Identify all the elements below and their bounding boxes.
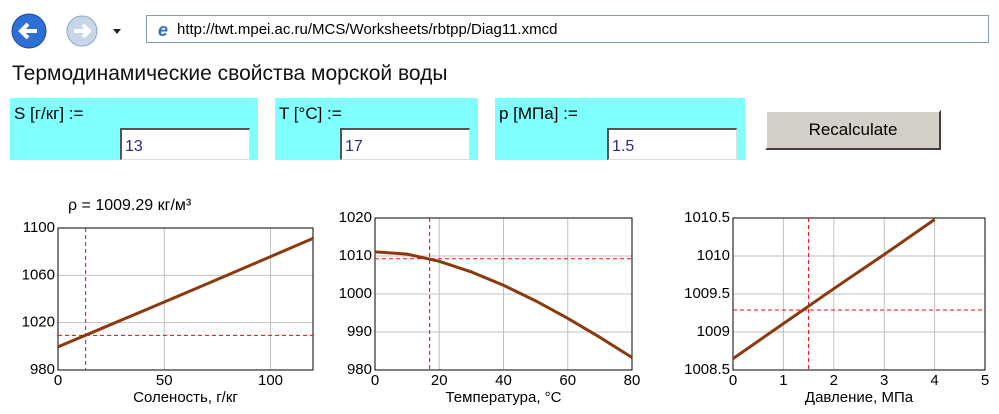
x-axis-label: Давление, МПа [805, 389, 914, 406]
input-cell: S [г/кг] := 13 [10, 98, 258, 160]
plot-frame [732, 217, 986, 371]
y-tick-label: 1009.5 [684, 285, 730, 302]
history-dropdown[interactable] [113, 29, 121, 34]
x-axis-label: Соленость, г/кг [133, 389, 238, 406]
plot-area [733, 218, 985, 370]
y-tick-label: 1010 [339, 247, 372, 264]
x-tick-label: 4 [930, 372, 938, 389]
ie-glyph: e [158, 20, 168, 40]
x-tick-label: 3 [880, 372, 888, 389]
x-tick-label: 1 [779, 372, 787, 389]
y-tick-label: 1008.5 [684, 361, 730, 378]
data-line [732, 218, 936, 360]
result: ρ = 1009.29 кг/м³ [68, 197, 192, 214]
x-tick-label: 60 [559, 372, 576, 389]
input-cell: T [°C] := 17 [275, 98, 478, 160]
data-line [57, 237, 314, 349]
input-label: p [МПа] := [499, 104, 578, 123]
x-axis-label: Температура, °C [445, 389, 561, 406]
address-bar[interactable]: e http://twt.mpei.ac.ru/MCS/Worksheets/r… [146, 15, 989, 43]
url: http://twt.mpei.ac.ru/MCS/Worksheets/rbt… [177, 21, 558, 38]
plot-area [58, 228, 313, 370]
y-tick-label: 1100 [23, 219, 55, 236]
y-tick-label: 1010.5 [684, 209, 730, 226]
plot-frame [374, 217, 633, 371]
x-tick-label: 80 [624, 372, 641, 389]
page-title: Термодинамические свойства морской воды [12, 62, 448, 85]
forward-arrow [74, 23, 92, 39]
y-tick-label: 1009 [697, 323, 730, 340]
x-tick-label: 5 [981, 372, 989, 389]
plot-frame [57, 227, 314, 371]
back-arrow [18, 22, 37, 40]
plot-area [375, 218, 632, 370]
x-tick-label: 40 [495, 372, 512, 389]
x-tick-label: 0 [729, 372, 737, 389]
x-tick-label: 50 [156, 372, 173, 389]
x-tick-label: 0 [54, 372, 62, 389]
x-tick-label: 2 [830, 372, 838, 389]
y-tick-label: 980 [30, 361, 55, 378]
x-tick-label: 0 [371, 372, 379, 389]
input-label: T [°C] := [279, 104, 342, 123]
x-tick-label: 100 [258, 372, 283, 389]
toolbar: e http://twt.mpei.ac.ru/MCS/Worksheets/r… [0, 0, 999, 52]
data-line [374, 250, 633, 359]
input-label: S [г/кг] := [14, 104, 84, 123]
y-tick-label: 1020 [339, 209, 372, 226]
recalculate-button[interactable]: Recalculate [765, 110, 941, 150]
input-field[interactable]: 1.5 [607, 128, 737, 160]
input-field[interactable]: 13 [120, 128, 250, 160]
y-tick-label: 1060 [22, 266, 55, 283]
y-tick-label: 990 [347, 323, 372, 340]
input-field[interactable]: 17 [340, 128, 470, 160]
y-tick-label: 980 [347, 361, 372, 378]
ie-icon: e [158, 20, 168, 40]
y-tick-label: 1000 [339, 285, 372, 302]
y-tick-label: 1010 [697, 247, 730, 264]
y-tick-label: 1020 [22, 314, 55, 331]
x-tick-label: 20 [431, 372, 448, 389]
nav-buttons [11, 13, 121, 49]
input-cell: p [МПа] := 1.5 [495, 98, 745, 160]
